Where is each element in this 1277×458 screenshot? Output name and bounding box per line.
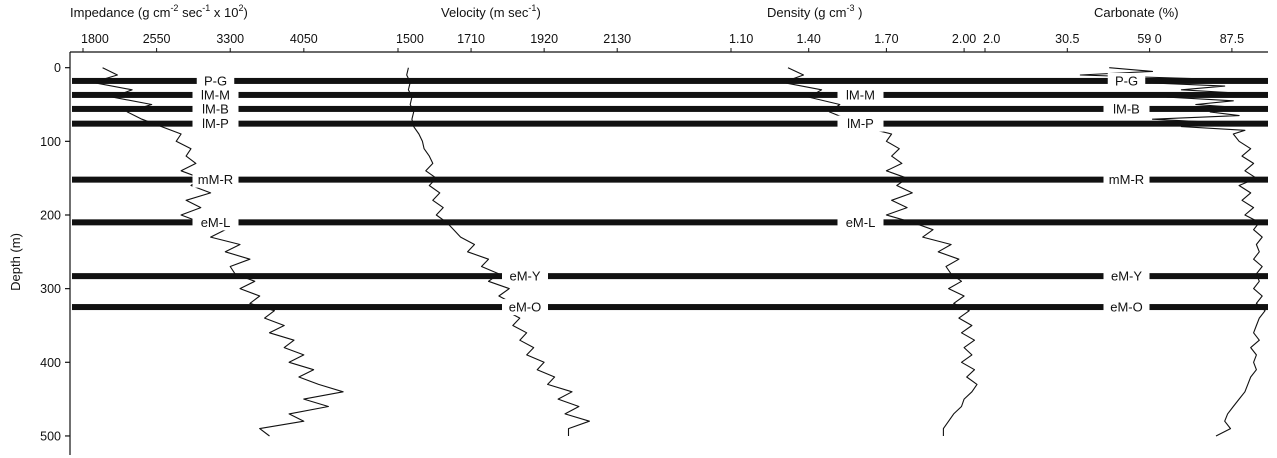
horizon-bar-em-l (72, 219, 1268, 226)
horizon-label-layer: P-G P-GlM-M lM-MlM-B lM-BlM-P lM-PmM-R mM-ReM… (192, 72, 1150, 316)
horizon-bar-lm-b (72, 105, 1268, 112)
horizon-label-lm-m-2: lM-M (846, 87, 875, 102)
y-tick-label-400: 400 (40, 356, 61, 370)
panel-0-xtick-label-2: 3300 (216, 32, 244, 46)
horizon-label-lm-b-0: lM-B (202, 101, 229, 116)
panel-1-xtick-label-3: 2130 (603, 32, 631, 46)
panel-0-series-line (92, 67, 344, 437)
horizon-label-bg-p-g-0 (196, 72, 235, 89)
panel-1-xtick-label-2: 1920 (530, 32, 558, 46)
horizon-label-lm-p-0: lM-P (202, 116, 229, 131)
horizon-label-lm-m-0: lM-M (201, 87, 230, 102)
panel-3-xtick-label-0: 2.0 (983, 32, 1000, 46)
panel-2-xtick-label-1: 1.40 (797, 32, 821, 46)
horizon-label-mm-r-0: mM-R (198, 172, 233, 187)
horizon-label-bg-em-l-0 (192, 214, 239, 231)
horizon-bar-lm-m (72, 91, 1268, 98)
panel-0-xtick-label-0: 1800 (81, 32, 109, 46)
horizon-label-bg-em-o-1 (502, 299, 548, 316)
horizon-bar-mm-r (72, 176, 1268, 183)
panel-0-xtick-label-1: 2550 (143, 32, 171, 46)
horizon-label-em-l-0: eM-L (201, 215, 231, 230)
horizon-label-bg-mm-r-0 (192, 171, 239, 188)
horizon-label-bg-mm-r-3 (1103, 171, 1150, 188)
horizon-layer (72, 77, 1268, 311)
panel-2-xtick-label-0: 1.10 (729, 32, 753, 46)
impedance-panel-title: Impedance (g cm-2 sec-1 x 102) (70, 3, 248, 20)
horizon-label-bg-lm-m-2 (837, 86, 884, 103)
horizon-label-em-y-3: eM-Y (1111, 269, 1142, 284)
y-tick-label-200: 200 (40, 208, 61, 222)
horizon-label-em-l-2: eM-L (846, 215, 876, 230)
horizon-label-bg-p-g-3 (1107, 72, 1146, 89)
horizon-label-bg-lm-b-0 (192, 100, 239, 117)
carbonate-panel-title: Carbonate (%) (1094, 5, 1179, 20)
horizon-label-em-o-1: eM-O (509, 300, 542, 315)
horizon-label-p-g-0: P-G (204, 73, 227, 88)
horizon-bar-em-o (72, 304, 1268, 311)
panel-3-xtick-label-1: 30.5 (1055, 32, 1079, 46)
y-tick-label-300: 300 (40, 282, 61, 296)
velocity-panel-title: Velocity (m sec-1) (441, 3, 541, 20)
panel-1-xtick-label-0: 1500 (396, 32, 424, 46)
horizon-label-bg-lm-p-2 (837, 115, 884, 132)
horizon-label-lm-b-3: lM-B (1113, 101, 1140, 116)
horizon-bar-p-g (72, 77, 1268, 84)
y-tick-label-0: 0 (54, 61, 61, 75)
panel-3-xtick-label-2: 59 0 (1137, 32, 1161, 46)
panel-3-series-line (1079, 67, 1266, 437)
horizon-label-lm-p-2: lM-P (847, 116, 874, 131)
panel-2-xtick-label-2: 1.70 (874, 32, 898, 46)
density-panel-title: Density (g cm-3 ) (767, 3, 862, 20)
horizon-label-bg-lm-m-0 (192, 86, 239, 103)
horizon-label-em-o-3: eM-O (1110, 300, 1143, 315)
y-tick-label-500: 500 (40, 429, 61, 443)
horizon-label-bg-lm-p-0 (192, 115, 239, 132)
horizon-bar-em-y (72, 273, 1268, 280)
panel-2-xtick-label-3: 2.00 (952, 32, 976, 46)
panel-0-xtick-label-3: 4050 (290, 32, 318, 46)
horizon-label-bg-em-y-1 (502, 268, 548, 285)
y-axis-label: Depth (m) (8, 233, 23, 291)
axis-layer: 0 100 200 300 400 500 1800 2550 3300 4050 1500 1710… (40, 32, 1268, 455)
series-layer (92, 67, 1266, 437)
horizon-label-bg-lm-b-3 (1103, 100, 1150, 117)
horizon-bar-lm-p (72, 120, 1268, 127)
panel-1-series-line (406, 67, 590, 436)
panel-1-xtick-label-1: 1710 (457, 32, 485, 46)
horizon-label-mm-r-3: mM-R (1109, 172, 1144, 187)
horizon-label-em-y-1: eM-Y (509, 269, 540, 284)
y-tick-label-100: 100 (40, 135, 61, 149)
horizon-label-bg-em-l-2 (837, 214, 884, 231)
horizon-label-bg-em-y-3 (1103, 268, 1150, 285)
horizon-label-p-g-3: P-G (1115, 73, 1138, 88)
horizon-label-bg-em-o-3 (1103, 299, 1150, 316)
panel-3-xtick-label-3: 87.5 (1220, 32, 1244, 46)
